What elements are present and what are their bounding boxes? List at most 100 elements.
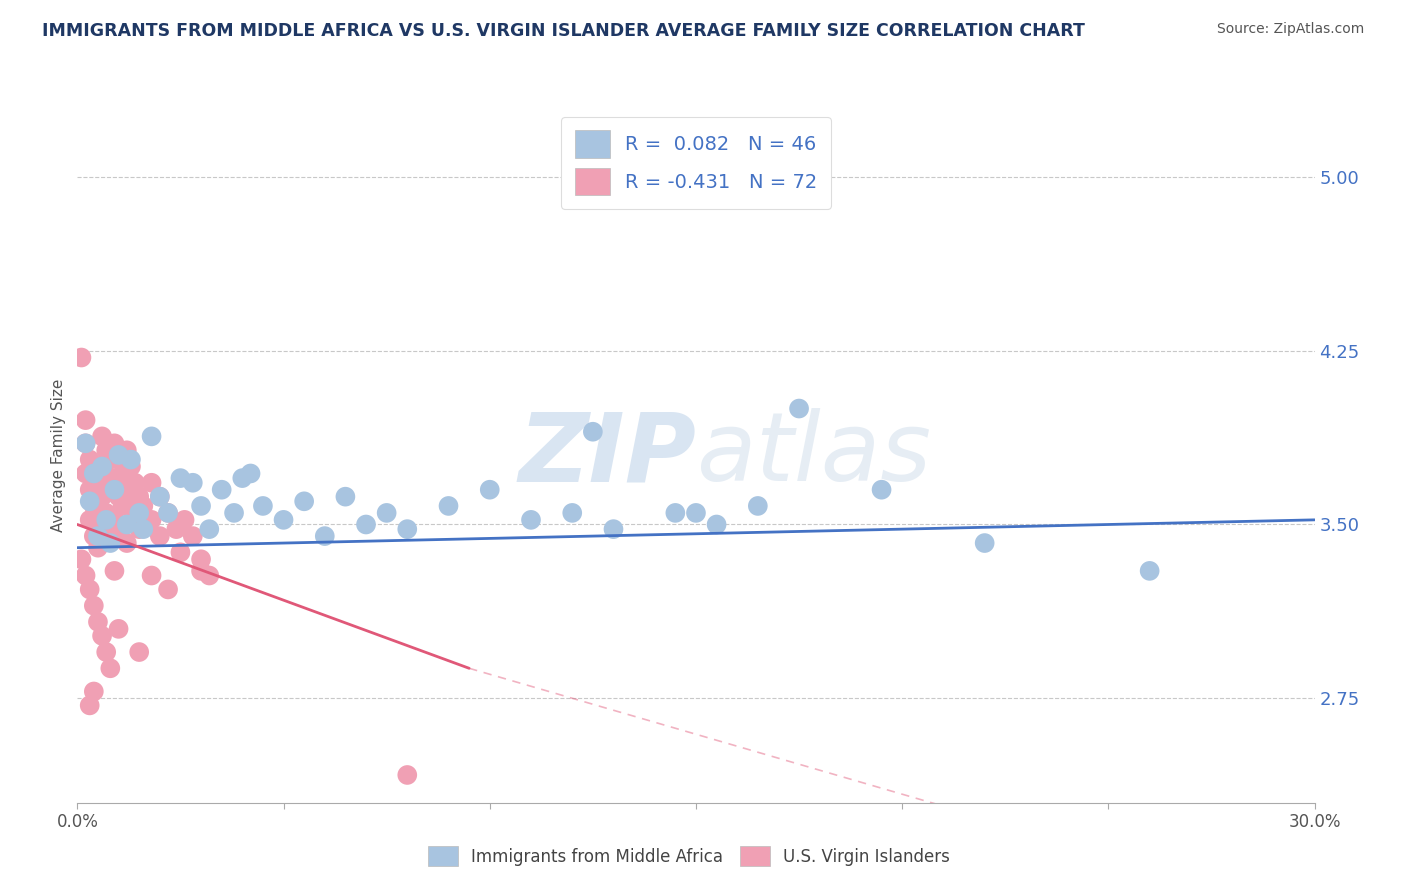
Point (141, 475, 163, 490)
Point (103, 513, 125, 527)
Point (96, 506, 118, 520)
Point (1139, 564, 1161, 578)
Point (79, 494, 101, 508)
Point (98, 452, 121, 467)
Point (120, 452, 142, 467)
Point (314, 529, 336, 543)
Point (561, 506, 583, 520)
Point (98, 517, 121, 532)
Point (231, 471, 253, 485)
Point (136, 513, 159, 527)
Point (706, 517, 728, 532)
Point (79, 452, 101, 467)
Point (96, 475, 118, 490)
Point (198, 568, 221, 582)
Point (149, 490, 172, 504)
Point (75, 436, 97, 450)
Point (141, 429, 163, 443)
Point (132, 499, 155, 513)
Point (87, 541, 110, 555)
Point (79, 513, 101, 527)
Point (124, 475, 146, 490)
Point (273, 513, 295, 527)
Point (354, 517, 377, 532)
Point (396, 768, 419, 782)
Point (582, 425, 605, 439)
Point (149, 529, 172, 543)
Point (115, 536, 138, 550)
Point (96, 513, 118, 527)
Point (375, 506, 398, 520)
Point (83, 499, 105, 513)
Point (478, 483, 501, 497)
Point (87, 615, 110, 629)
Point (190, 499, 212, 513)
Point (128, 522, 150, 536)
Point (91, 459, 114, 474)
Legend: Immigrants from Middle Africa, U.S. Virgin Islanders: Immigrants from Middle Africa, U.S. Virg… (419, 838, 959, 875)
Point (83, 467, 105, 481)
Point (252, 499, 274, 513)
Point (120, 499, 142, 513)
Point (111, 499, 134, 513)
Point (103, 471, 125, 485)
Text: atlas: atlas (696, 409, 931, 501)
Point (173, 513, 195, 527)
Point (107, 490, 129, 504)
Point (91, 490, 114, 504)
Point (107, 622, 129, 636)
Point (107, 529, 129, 543)
Point (98, 661, 121, 675)
Point (75, 467, 97, 481)
Point (91, 459, 114, 474)
Point (685, 506, 707, 520)
Point (437, 499, 460, 513)
Point (141, 513, 163, 527)
Point (98, 536, 121, 550)
Point (973, 536, 995, 550)
Point (169, 471, 191, 485)
Point (602, 522, 624, 536)
Point (79, 483, 101, 497)
Point (157, 506, 180, 520)
Point (132, 522, 155, 536)
Point (181, 475, 204, 490)
Point (115, 517, 138, 532)
Point (190, 552, 212, 566)
Point (141, 568, 163, 582)
Point (103, 564, 125, 578)
Point (87, 529, 110, 543)
Point (520, 513, 543, 527)
Y-axis label: Average Family Size: Average Family Size (51, 378, 66, 532)
Point (103, 483, 125, 497)
Point (396, 522, 419, 536)
Point (128, 490, 150, 504)
Point (239, 467, 262, 481)
Point (83, 599, 105, 613)
Point (664, 506, 686, 520)
Point (128, 645, 150, 659)
Point (787, 401, 810, 416)
Point (157, 582, 180, 597)
Point (107, 448, 129, 462)
Point (87, 506, 110, 520)
Point (83, 467, 105, 481)
Point (181, 529, 204, 543)
Point (222, 506, 245, 520)
Point (75, 568, 97, 582)
Point (149, 490, 172, 504)
Point (96, 443, 118, 458)
Point (79, 582, 101, 597)
Point (190, 564, 212, 578)
Point (75, 413, 97, 427)
Point (292, 494, 315, 508)
Point (91, 522, 114, 536)
Point (165, 522, 187, 536)
Point (169, 545, 191, 559)
Point (198, 522, 221, 536)
Point (107, 448, 129, 462)
Point (83, 684, 105, 698)
Point (75, 436, 97, 450)
Point (70, 552, 93, 566)
Point (115, 483, 138, 497)
